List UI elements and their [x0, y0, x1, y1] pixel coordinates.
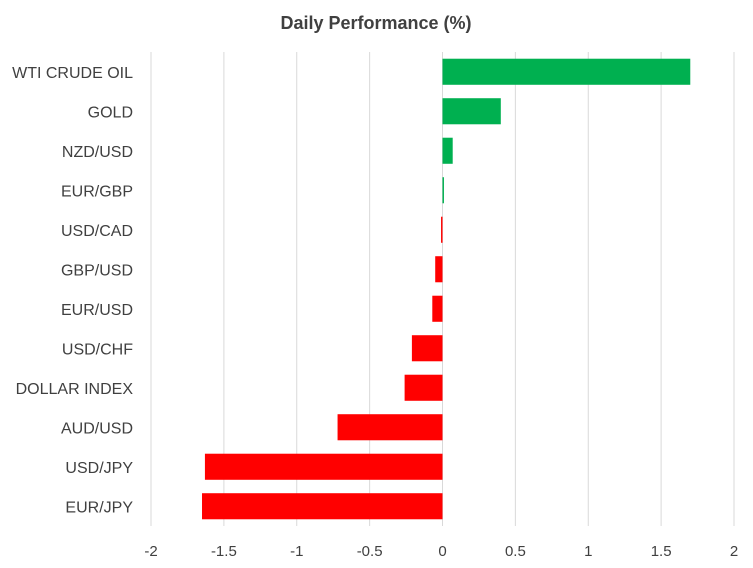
bar — [442, 58, 691, 85]
category-label: DOLLAR INDEX — [16, 381, 134, 398]
x-tick-label: -0.5 — [357, 543, 383, 560]
bar — [442, 137, 453, 164]
category-label: AUD/USD — [61, 420, 133, 437]
x-tick-label: -2 — [144, 543, 157, 560]
category-label: GBP/USD — [61, 262, 133, 279]
x-tick-label: -1.5 — [211, 543, 237, 560]
category-label: NZD/USD — [62, 144, 133, 161]
category-label: EUR/USD — [61, 302, 133, 319]
bar — [441, 216, 443, 243]
gridlines — [150, 52, 735, 526]
x-tick-label: -1 — [290, 543, 303, 560]
x-tick-label: 0 — [438, 543, 446, 560]
category-label: EUR/GBP — [61, 183, 133, 200]
category-label: USD/CAD — [61, 223, 133, 240]
x-tick-label: 2 — [730, 543, 738, 560]
category-labels: WTI CRUDE OIL GOLD NZD/USD EUR/GBP USD/CAD GB… — [12, 65, 133, 517]
bar — [202, 493, 443, 520]
x-tick-label: 1.5 — [651, 543, 672, 560]
category-label: USD/JPY — [65, 460, 133, 477]
bar — [442, 98, 501, 125]
x-tick-label: 0.5 — [505, 543, 526, 560]
bar — [435, 256, 443, 283]
category-label: EUR/JPY — [65, 499, 133, 516]
bar — [337, 414, 443, 441]
bar — [411, 335, 443, 362]
bar — [432, 295, 443, 322]
bar — [442, 177, 444, 204]
category-label: GOLD — [88, 104, 133, 121]
bars — [202, 58, 691, 520]
bar — [204, 453, 443, 480]
x-tick-labels: -2 -1.5 -1 -0.5 0 0.5 1 1.5 2 — [144, 543, 738, 560]
bar — [404, 374, 443, 401]
chart-title: Daily Performance (%) — [280, 13, 471, 33]
category-label: USD/CHF — [62, 341, 133, 358]
category-label: WTI CRUDE OIL — [12, 65, 133, 82]
x-tick-label: 1 — [584, 543, 592, 560]
